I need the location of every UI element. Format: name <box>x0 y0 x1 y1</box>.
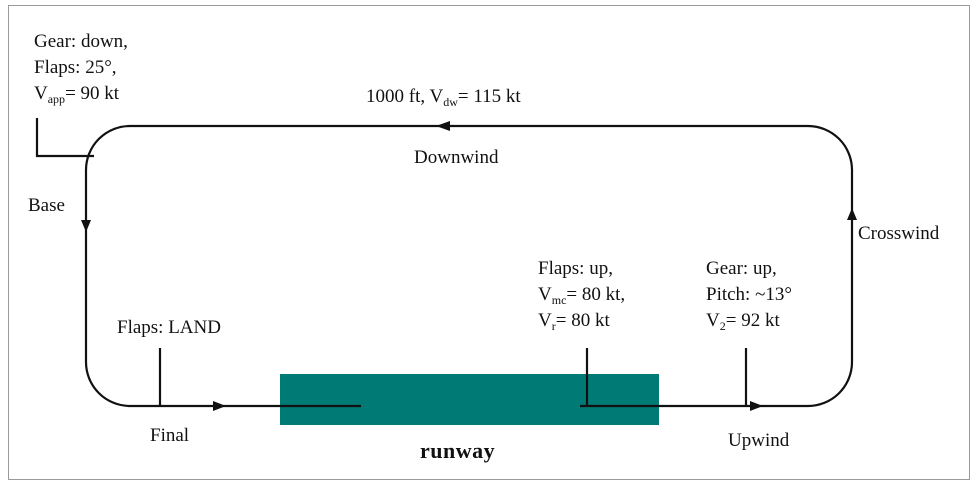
approach-speed-sub: app <box>47 92 66 106</box>
downwind-speed-value: = 115 kt <box>457 86 521 107</box>
final-flaps-label: Flaps: LAND <box>117 317 221 338</box>
downwind-altitude: 1000 ft, V <box>366 86 444 107</box>
leg-final: Final <box>150 425 190 446</box>
approach-speed-value: = 90 kt <box>65 83 120 104</box>
approach-speed: Vapp= 90 kt <box>34 81 128 107</box>
final-arrow <box>213 401 226 411</box>
takeoff-flaps: Flaps: up, <box>538 258 613 279</box>
v2-sub: 2 <box>719 319 726 333</box>
leg-upwind: Upwind <box>728 430 790 451</box>
downwind-speed-sub: dw <box>443 95 458 109</box>
vmc-sub: mc <box>551 293 567 307</box>
approach-speed-symbol: V <box>34 83 48 104</box>
diagram-frame <box>8 5 970 480</box>
vr-value: = 80 kt <box>555 310 610 331</box>
crosswind-arrow <box>847 208 857 220</box>
climb-pitch: Pitch: ~13° <box>706 284 792 305</box>
v2-symbol: V <box>706 310 720 331</box>
upwind-arrow <box>750 401 763 411</box>
downwind-info: 1000 ft, Vdw= 115 kt <box>366 84 521 110</box>
leg-crosswind: Crosswind <box>858 223 940 244</box>
vmc-value: = 80 kt, <box>566 284 626 305</box>
takeoff-annotation: Flaps: up, Vmc= 80 kt, Vr= 80 kt <box>538 256 625 334</box>
takeoff-vmc: Vmc= 80 kt, <box>538 282 625 308</box>
vr-symbol: V <box>538 310 552 331</box>
climb-gear: Gear: up, <box>706 258 777 279</box>
traffic-pattern-path <box>84 124 854 408</box>
takeoff-vr: Vr= 80 kt <box>538 308 625 334</box>
vmc-symbol: V <box>538 284 552 305</box>
climb-v2: V2= 92 kt <box>706 308 792 334</box>
vr-sub: r <box>551 319 556 333</box>
leg-base: Base <box>28 195 65 216</box>
v2-value: = 92 kt <box>725 310 780 331</box>
approach-annotation: Gear: down, Flaps: 25°, Vapp= 90 kt <box>34 29 128 107</box>
runway-label: runway <box>420 438 496 463</box>
approach-callout-line <box>35 118 94 158</box>
leg-downwind: Downwind <box>414 147 499 168</box>
downwind-arrow <box>436 121 450 131</box>
runway <box>280 374 659 425</box>
approach-flaps: Flaps: 25°, <box>34 57 117 78</box>
base-arrow <box>81 220 91 232</box>
climb-annotation: Gear: up, Pitch: ~13° V2= 92 kt <box>706 256 792 334</box>
approach-gear: Gear: down, <box>34 31 128 52</box>
